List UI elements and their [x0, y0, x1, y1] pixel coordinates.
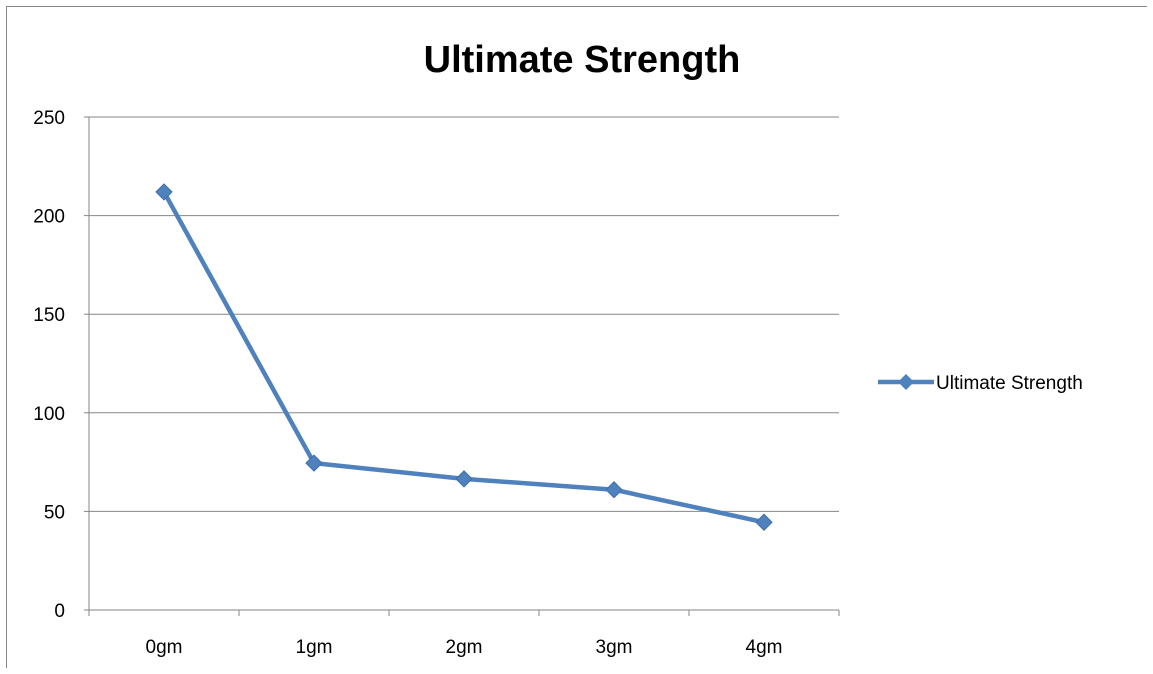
y-tick-labels: 0 50 100 150 200 250 — [33, 108, 65, 622]
y-tick-label: 50 — [44, 502, 65, 523]
legend-label: Ultimate Strength — [936, 373, 1083, 394]
y-tick-label: 200 — [33, 207, 65, 228]
chart-title: Ultimate Strength — [424, 39, 741, 81]
y-tick-label: 150 — [33, 305, 65, 326]
x-tick-label: 3gm — [596, 637, 633, 658]
series-ultimate-strength — [155, 183, 773, 531]
x-tick-label: 2gm — [446, 637, 483, 658]
axes — [84, 116, 840, 616]
gridlines — [89, 116, 839, 512]
legend: Ultimate Strength — [878, 373, 1083, 394]
x-tick-label: 4gm — [746, 637, 783, 658]
y-tick-label: 250 — [33, 108, 65, 129]
data-point-marker — [305, 454, 323, 472]
chart-frame — [6, 6, 1147, 668]
data-point-marker — [605, 481, 623, 499]
data-point-marker — [755, 513, 773, 531]
y-tick-label: 0 — [54, 601, 65, 622]
legend-marker-diamond — [898, 374, 914, 390]
x-tick-label: 1gm — [296, 637, 333, 658]
x-tick-labels: 0gm 1gm 2gm 3gm 4gm — [146, 637, 783, 658]
y-tick-label: 100 — [33, 404, 65, 425]
data-point-marker — [155, 183, 173, 201]
data-point-marker — [455, 470, 473, 488]
x-tick-label: 0gm — [146, 637, 183, 658]
